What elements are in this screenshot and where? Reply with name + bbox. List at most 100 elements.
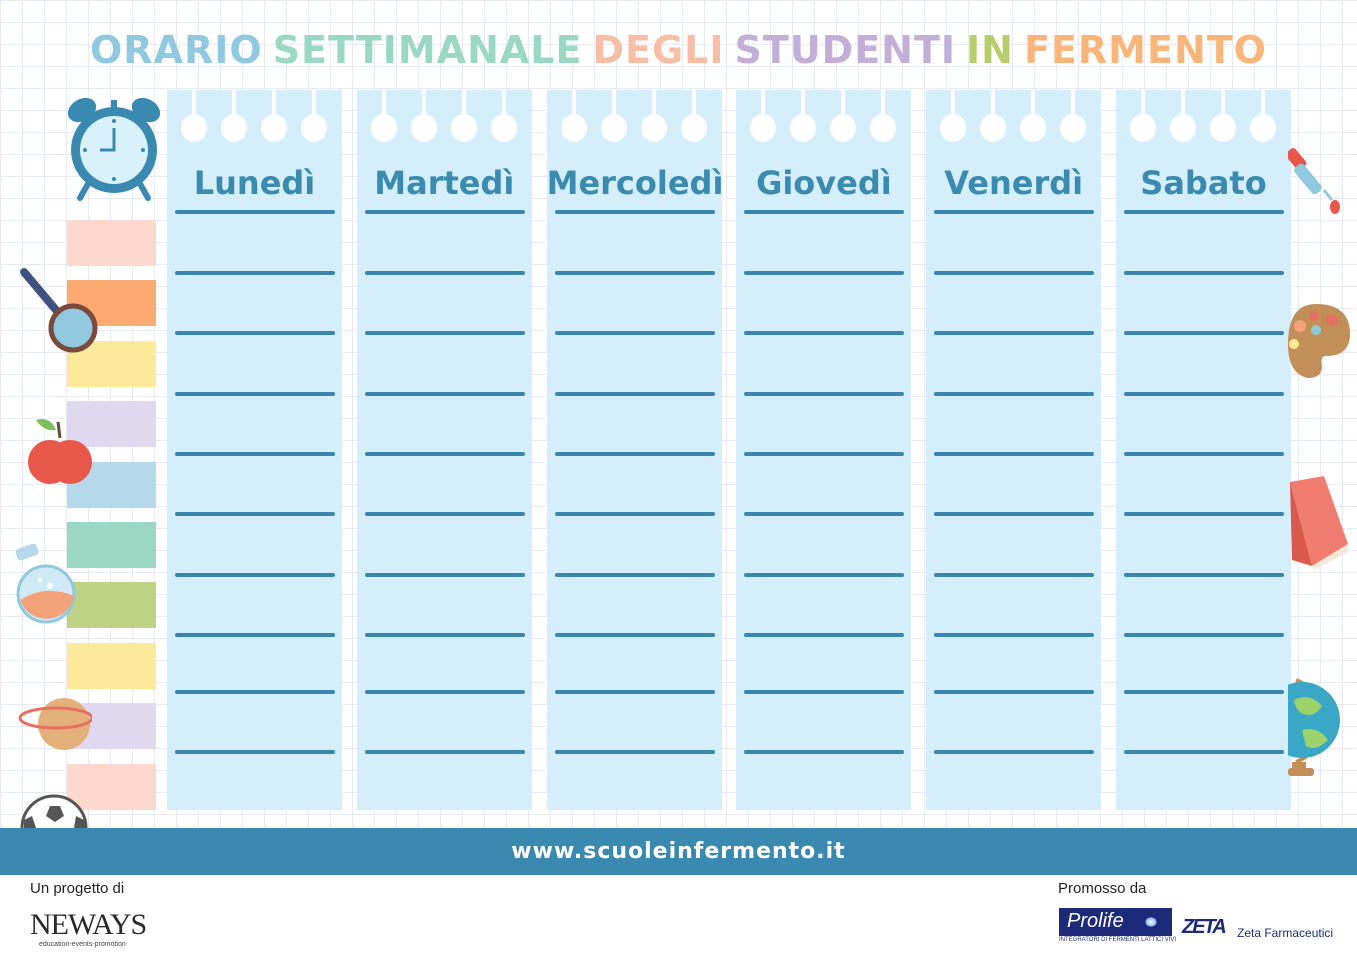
ring-hole (1170, 90, 1196, 142)
soccer-ball-icon (20, 794, 88, 828)
schedule-line[interactable] (175, 210, 335, 214)
ring-hole (1060, 90, 1087, 142)
title-word-5: IN (966, 28, 1014, 72)
schedule-line[interactable] (364, 271, 525, 275)
day-name: Mercoledì (546, 164, 724, 202)
schedule-line[interactable] (744, 271, 905, 275)
prolife-logo: Prolife INTEGRATORI DI FERMENTI LATTICI … (1059, 908, 1177, 946)
website-url[interactable]: www.scuoleinfermento.it (0, 828, 1357, 875)
schedule-line[interactable] (1124, 750, 1284, 754)
schedule-line[interactable] (1124, 452, 1284, 456)
schedule-line[interactable] (175, 750, 335, 754)
ring-hole (940, 90, 967, 142)
flask-icon (15, 544, 76, 624)
schedule-line[interactable] (554, 750, 715, 754)
schedule-line[interactable] (934, 271, 1095, 275)
subject-swatch (67, 401, 156, 448)
schedule-line[interactable] (364, 452, 525, 456)
schedule-line[interactable] (1124, 331, 1284, 335)
schedule-line[interactable] (1124, 512, 1284, 516)
schedule-line[interactable] (934, 452, 1095, 456)
prolife-tagline: INTEGRATORI DI FERMENTI LATTICI VIVI (1059, 937, 1177, 943)
sparkle-icon (1145, 917, 1157, 927)
schedule-line[interactable] (1124, 392, 1284, 396)
schedule-line[interactable] (1124, 690, 1284, 694)
schedule-line[interactable] (175, 392, 335, 396)
ring-hole (680, 90, 707, 142)
day-name: Venerdì (944, 164, 1084, 202)
schedule-line[interactable] (744, 331, 905, 335)
dropper-icon (1288, 147, 1340, 214)
schedule-line[interactable] (744, 573, 905, 577)
schedule-line[interactable] (175, 331, 335, 335)
schedule-line[interactable] (554, 271, 715, 275)
schedule-line[interactable] (744, 392, 905, 396)
title-word-1: ORARIO (90, 28, 263, 72)
schedule-line[interactable] (934, 210, 1095, 214)
ring-hole (181, 90, 207, 142)
schedule-line[interactable] (364, 573, 525, 577)
schedule-line[interactable] (934, 573, 1095, 577)
schedule-line[interactable] (554, 690, 715, 694)
schedule-line[interactable] (175, 573, 335, 577)
notebook-rings (1130, 90, 1278, 142)
subject-swatch (67, 763, 156, 810)
schedule-line[interactable] (744, 210, 905, 214)
schedule-line[interactable] (175, 271, 335, 275)
notebook-rings (940, 90, 1088, 142)
magnifier-icon (20, 268, 98, 353)
schedule-line[interactable] (364, 633, 525, 637)
project-label: Un progetto di (30, 880, 125, 897)
title-word-3: DEGLI (592, 28, 725, 72)
schedule-line[interactable] (934, 690, 1095, 694)
schedule-line[interactable] (1124, 271, 1284, 275)
title-word-6: FERMENTO (1024, 28, 1267, 72)
page-title: ORARIO SETTIMANALE DEGLI STUDENTI IN FERMENTO (0, 28, 1357, 72)
schedule-line[interactable] (1124, 633, 1284, 637)
schedule-line[interactable] (554, 573, 715, 577)
zeta-logo: ZETA Zeta Farmaceutici (1182, 916, 1334, 940)
schedule-line[interactable] (744, 633, 905, 637)
day-column: Mercoledì (546, 90, 724, 810)
ring-hole (1210, 90, 1236, 142)
schedule-line[interactable] (554, 210, 715, 214)
schedule-line[interactable] (554, 392, 715, 396)
schedule-line[interactable] (364, 392, 525, 396)
schedule-line[interactable] (1124, 210, 1284, 214)
title-word-2: SETTIMANALE (272, 28, 583, 72)
schedule-line[interactable] (1124, 573, 1284, 577)
schedule-line[interactable] (364, 690, 525, 694)
schedule-line[interactable] (364, 750, 525, 754)
schedule-line[interactable] (554, 633, 715, 637)
subject-swatch (67, 582, 156, 629)
schedule-line[interactable] (744, 690, 905, 694)
ring-hole (980, 90, 1007, 142)
zeta-mark: ZETA (1182, 916, 1227, 938)
ring-hole (261, 90, 287, 142)
zeta-name: Zeta Farmaceutici (1237, 926, 1334, 940)
schedule-line[interactable] (554, 331, 715, 335)
schedule-line[interactable] (934, 633, 1095, 637)
ring-hole (830, 90, 857, 142)
schedule-line[interactable] (934, 512, 1095, 516)
day-column: Giovedì (736, 90, 912, 810)
schedule-line[interactable] (554, 512, 715, 516)
schedule-line[interactable] (364, 512, 525, 516)
schedule-line[interactable] (744, 750, 905, 754)
schedule-line[interactable] (554, 452, 715, 456)
schedule-line[interactable] (175, 690, 335, 694)
schedule-line[interactable] (175, 512, 335, 516)
schedule-line[interactable] (934, 392, 1095, 396)
schedule-line[interactable] (934, 750, 1095, 754)
ring-hole (1250, 90, 1276, 142)
schedule-line[interactable] (364, 331, 525, 335)
schedule-line[interactable] (934, 331, 1095, 335)
schedule-line[interactable] (744, 452, 905, 456)
day-column: Lunedì (167, 90, 342, 810)
schedule-line[interactable] (175, 633, 335, 637)
schedule-line[interactable] (175, 452, 335, 456)
schedule-line[interactable] (364, 210, 525, 214)
schedule-line[interactable] (744, 512, 905, 516)
promoted-label: Promosso da (1058, 880, 1147, 897)
ring-hole (870, 90, 897, 142)
